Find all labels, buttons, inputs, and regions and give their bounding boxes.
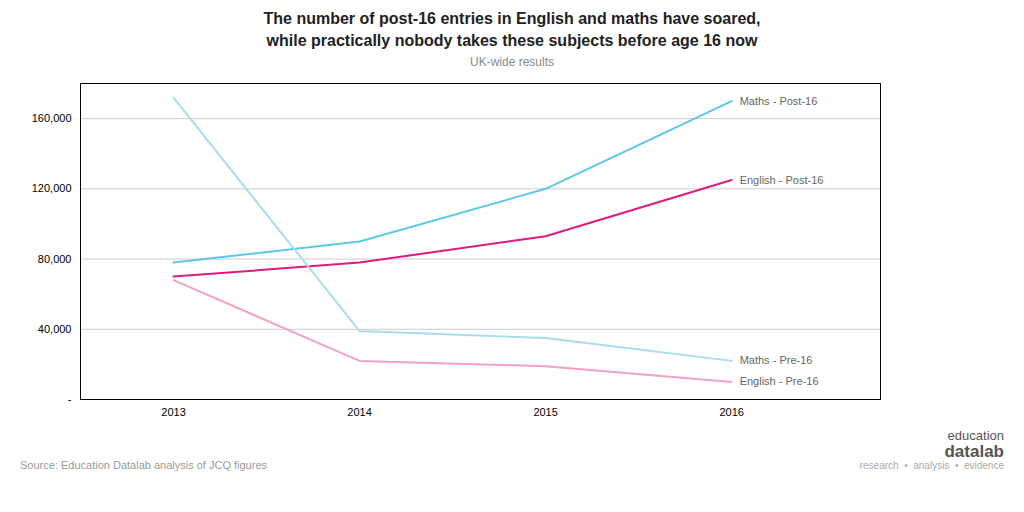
svg-text:English - Pre-16: English - Pre-16	[740, 376, 819, 388]
html-text:UK-wide results: UK-wide results	[470, 55, 554, 70]
svg-text:2015: 2015	[533, 406, 557, 418]
svg-text:120,000: 120,000	[32, 183, 72, 195]
svg-text:2016: 2016	[719, 406, 743, 418]
svg-text:Maths - Pre-16: Maths - Pre-16	[740, 355, 813, 367]
svg-text:2014: 2014	[347, 406, 371, 418]
svg-text:Maths - Post-16: Maths - Post-16	[740, 95, 818, 107]
html-text:The number of post-16 entries: The number of post-16 entries in English…	[263, 10, 761, 49]
html-text:datalab: datalab	[944, 441, 1004, 461]
svg-text:English - Post-16: English - Post-16	[740, 174, 824, 186]
html-text:research • analysis • evidence: research • analysis • evidence	[859, 459, 1004, 471]
svg-text:40,000: 40,000	[38, 323, 72, 335]
svg-text:-: -	[68, 393, 72, 405]
html-text:education: education	[947, 428, 1004, 444]
svg-text:2013: 2013	[161, 406, 185, 418]
svg-text:160,000: 160,000	[32, 112, 72, 124]
html-text:Source: Education Datalab anal: Source: Education Datalab analysis of JC…	[20, 459, 267, 472]
svg-text:80,000: 80,000	[38, 253, 72, 265]
